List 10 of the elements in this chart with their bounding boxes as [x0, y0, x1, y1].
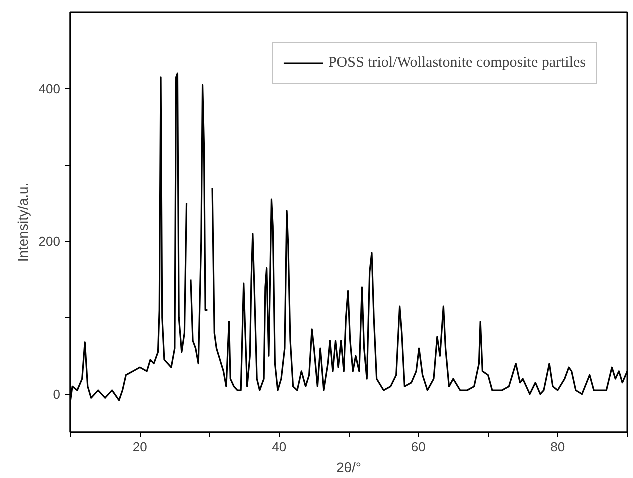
- x-tick-label: 80: [550, 440, 566, 454]
- y-tick-label: 200: [38, 234, 61, 250]
- y-tick-label: 400: [38, 81, 61, 96]
- x-axis-title: 2θ/°: [336, 460, 362, 476]
- y-tick-label: 0: [53, 386, 61, 402]
- x-tick-label: 40: [272, 440, 287, 454]
- x-tick-label: 60: [411, 440, 426, 454]
- x-tick-label: 20: [132, 440, 148, 454]
- y-axis-title: Intensity/a.u.: [14, 182, 31, 262]
- legend-label: POSS triol/Wollastonite composite partiles: [328, 54, 586, 72]
